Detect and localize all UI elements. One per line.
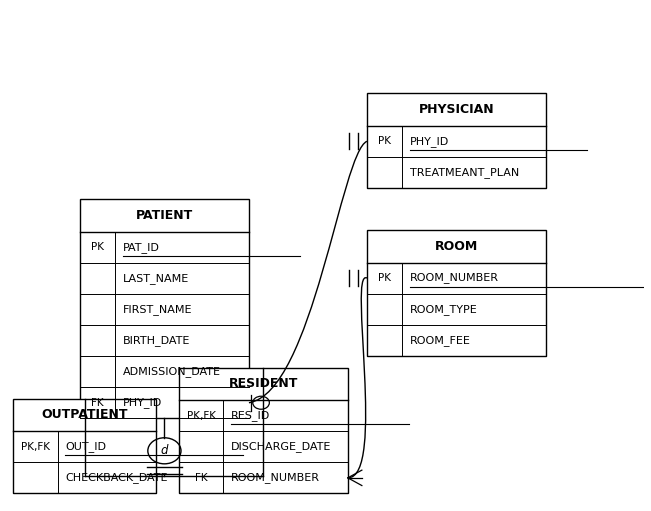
Text: BIRTH_DATE: BIRTH_DATE <box>122 335 190 346</box>
Text: ROOM_NUMBER: ROOM_NUMBER <box>409 272 499 284</box>
Text: d: d <box>161 444 168 457</box>
Text: PHY_ID: PHY_ID <box>122 397 162 408</box>
Text: PHY_ID: PHY_ID <box>409 136 449 147</box>
Text: PATIENT: PATIENT <box>136 209 193 222</box>
Text: TREATMEANT_PLAN: TREATMEANT_PLAN <box>409 167 519 178</box>
Text: DISCHARGE_DATE: DISCHARGE_DATE <box>231 442 331 452</box>
Text: FK: FK <box>195 473 208 483</box>
Text: ROOM_NUMBER: ROOM_NUMBER <box>231 472 320 483</box>
Text: PK: PK <box>378 136 391 146</box>
Bar <box>179 368 348 494</box>
Text: PK,FK: PK,FK <box>21 442 49 452</box>
Bar <box>367 93 546 188</box>
Text: OUT_ID: OUT_ID <box>65 442 106 452</box>
Text: OUTPATIENT: OUTPATIENT <box>42 408 128 422</box>
Text: RESIDENT: RESIDENT <box>229 378 298 390</box>
Text: PK: PK <box>378 273 391 283</box>
Text: ADMISSION_DATE: ADMISSION_DATE <box>122 366 221 377</box>
Text: ROOM: ROOM <box>435 240 478 253</box>
Bar <box>367 230 546 356</box>
Text: PK,FK: PK,FK <box>187 411 215 421</box>
Text: CHECKBACK_DATE: CHECKBACK_DATE <box>65 472 168 483</box>
Text: LAST_NAME: LAST_NAME <box>122 273 189 284</box>
Bar <box>13 399 156 494</box>
Text: PHYSICIAN: PHYSICIAN <box>419 103 494 116</box>
Text: ROOM_FEE: ROOM_FEE <box>409 335 471 345</box>
Text: FK: FK <box>91 398 104 408</box>
Text: RES_ID: RES_ID <box>231 410 270 421</box>
Text: FIRST_NAME: FIRST_NAME <box>122 304 192 315</box>
Bar <box>80 199 249 418</box>
Text: PAT_ID: PAT_ID <box>122 242 159 253</box>
Text: PK: PK <box>91 243 104 252</box>
Text: ROOM_TYPE: ROOM_TYPE <box>409 304 477 315</box>
